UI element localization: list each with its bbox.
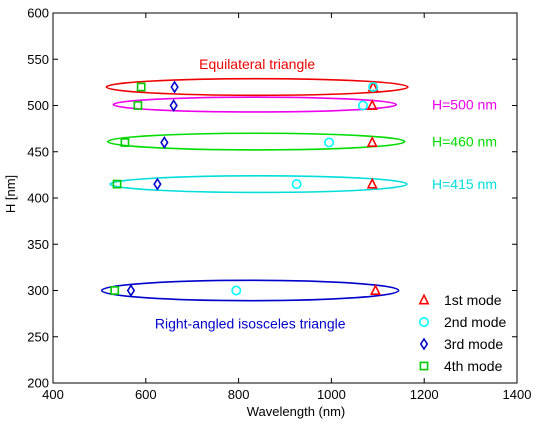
x-tick-label: 1000 xyxy=(317,387,346,402)
y-tick-label: 250 xyxy=(27,329,49,344)
diamond-marker xyxy=(160,136,169,149)
y-tick-label: 200 xyxy=(27,376,49,391)
y-tick-label: 600 xyxy=(27,6,49,21)
diamond-marker xyxy=(169,99,178,112)
circle-marker xyxy=(291,179,302,190)
y-tick-label: 350 xyxy=(27,237,49,252)
x-tick-label: 600 xyxy=(135,387,157,402)
ellipses-layer xyxy=(100,77,409,302)
square-marker xyxy=(120,138,130,147)
square-marker xyxy=(136,82,146,92)
x-tick-label: 1200 xyxy=(410,387,439,402)
y-tick-label: 550 xyxy=(27,52,49,67)
circle-marker xyxy=(231,285,242,296)
y-tick-label: 500 xyxy=(27,98,49,113)
square-marker xyxy=(133,101,143,110)
x-tick-label: 400 xyxy=(42,387,64,402)
group-ellipse xyxy=(106,132,406,151)
x-tick-label: 800 xyxy=(228,387,250,402)
group-ellipse xyxy=(105,77,409,97)
diamond-marker xyxy=(153,177,162,191)
circle-marker xyxy=(368,82,379,93)
circle-marker xyxy=(324,137,335,148)
square-marker xyxy=(110,286,120,295)
legend-entry-label: 3rd mode xyxy=(444,336,503,352)
triangle-marker xyxy=(366,177,378,189)
legend-triangle-marker xyxy=(418,293,430,305)
plot-area xyxy=(52,12,518,384)
legend-entry-label: 1st mode xyxy=(444,292,502,308)
legend-entry-label: 2nd mode xyxy=(444,314,506,330)
ellipse-label: Right-angled isosceles triangle xyxy=(155,316,346,332)
group-ellipse xyxy=(100,279,400,302)
triangle-marker xyxy=(366,99,378,110)
triangle-marker xyxy=(366,136,378,147)
x-axis-label: Wavelength (nm) xyxy=(247,404,346,419)
y-tick-label: 450 xyxy=(27,144,49,159)
group-ellipse xyxy=(112,96,398,113)
ellipse-label: Equilateral triangle xyxy=(199,56,315,72)
legend-square-marker xyxy=(419,361,429,371)
triangle-marker xyxy=(369,284,381,296)
axes-layer: 400 600 800 1000 1200 1400 200 250 300 350 400 450 5… xyxy=(27,6,531,403)
ellipse-label: H=415 nm xyxy=(432,176,497,192)
ellipse-label: H=460 nm xyxy=(432,134,497,150)
y-tick-label: 300 xyxy=(27,283,49,298)
square-marker xyxy=(112,179,122,189)
ellipse-label: H=500 nm xyxy=(432,97,497,113)
y-axis-label: H [nm] xyxy=(3,175,18,213)
group-ellipse xyxy=(109,175,408,194)
legend-entry-label: 4th mode xyxy=(444,358,503,374)
legend-diamond-marker xyxy=(419,337,429,351)
y-tick-label: 400 xyxy=(27,191,49,206)
labels-layer: Equilateral triangle H=500 nm H=460 nm H=41… xyxy=(155,56,497,332)
markers-layer xyxy=(110,80,381,297)
diamond-marker xyxy=(126,284,136,297)
circle-marker xyxy=(357,100,368,111)
legend-circle-marker xyxy=(418,316,429,327)
x-tick-label: 1400 xyxy=(503,387,532,402)
legend: 1st mode 2nd mode 3rd mode 4th mode xyxy=(418,292,506,374)
diamond-marker xyxy=(170,80,179,94)
